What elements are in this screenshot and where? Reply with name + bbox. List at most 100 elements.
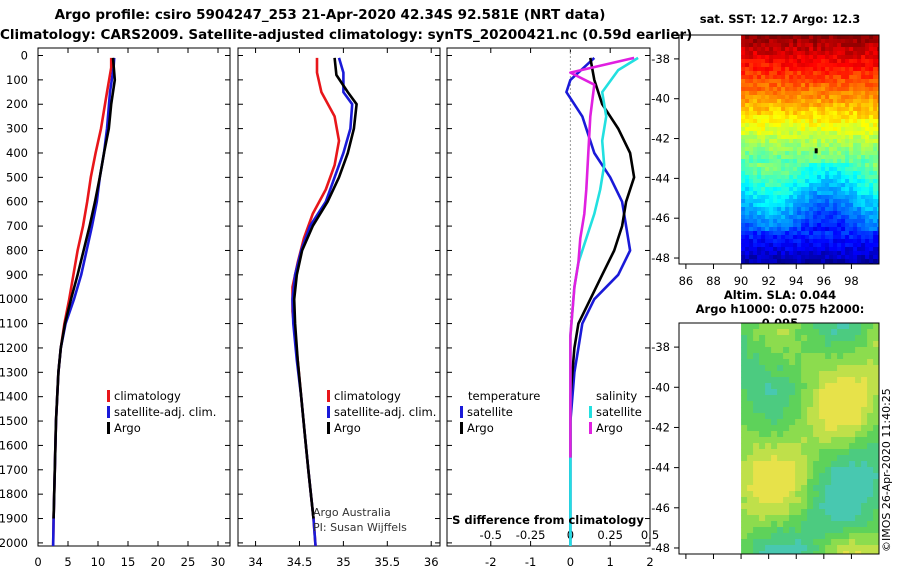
sla-cell (807, 503, 814, 510)
sst-cell (873, 135, 878, 140)
sla-cell (825, 473, 832, 480)
lat-tick-label: -38 (651, 52, 670, 66)
sst-cell (761, 55, 766, 60)
sst-cell (753, 51, 758, 56)
sst-cell (785, 155, 790, 160)
sst-cell (769, 235, 774, 240)
sla-cell (831, 527, 838, 534)
sla-cell (789, 527, 796, 534)
sst-cell (805, 195, 810, 200)
sst-cell (777, 183, 782, 188)
sst-cell (741, 107, 746, 112)
sst-cell (781, 155, 786, 160)
sla-cell (831, 413, 838, 420)
sst-cell (865, 91, 870, 96)
sst-cell (741, 187, 746, 192)
sla-cell (855, 401, 862, 408)
sla-cell (783, 467, 790, 474)
sla-cell (771, 545, 778, 552)
sst-cell (741, 171, 746, 176)
legend-swatch-argo (327, 422, 330, 434)
sst-cell (741, 219, 746, 224)
sst-cell (749, 211, 754, 216)
sst-cell (861, 99, 866, 104)
sst-cell (857, 51, 862, 56)
sst-cell (853, 111, 858, 116)
sst-cell (841, 35, 846, 40)
sst-cell (873, 203, 878, 208)
sst-cell (797, 259, 802, 264)
sla-cell (843, 443, 850, 450)
sla-cell (741, 365, 748, 372)
sst-cell (745, 139, 750, 144)
sst-cell (869, 243, 874, 248)
sst-cell (817, 35, 822, 40)
sla-cell (807, 527, 814, 534)
sst-cell (829, 83, 834, 88)
sst-cell (833, 151, 838, 156)
sla-cell (753, 485, 760, 492)
sla-cell (843, 419, 850, 426)
sst-cell (793, 35, 798, 40)
sla-cell (771, 443, 778, 450)
sla-cell (747, 329, 754, 336)
sst-cell (753, 235, 758, 240)
sst-cell (745, 103, 750, 108)
sst-cell (865, 163, 870, 168)
sst-cell (849, 71, 854, 76)
sst-cell (773, 103, 778, 108)
sst-cell (829, 207, 834, 212)
sla-cell (801, 377, 808, 384)
sst-cell (749, 39, 754, 44)
x-tick-label: 1 (607, 555, 614, 569)
sst-cell (809, 151, 814, 156)
sst-cell (865, 83, 870, 88)
sst-cell (817, 215, 822, 220)
sla-cell (807, 497, 814, 504)
sst-cell (765, 175, 770, 180)
sla-cell (813, 407, 820, 414)
sst-cell (741, 111, 746, 116)
sst-cell (789, 47, 794, 52)
sst-cell (781, 75, 786, 80)
sla-cell (819, 533, 826, 540)
sst-cell (813, 119, 818, 124)
sst-cell (833, 215, 838, 220)
sst-cell (869, 79, 874, 84)
sst-cell (833, 143, 838, 148)
sla-cell (783, 503, 790, 510)
sla-cell (831, 539, 838, 546)
sst-cell (761, 191, 766, 196)
x-tick-label: 5 (64, 555, 71, 569)
sst-cell (789, 143, 794, 148)
sst-cell (833, 247, 838, 252)
sst-cell (753, 159, 758, 164)
sst-cell (793, 79, 798, 84)
sst-cell (857, 75, 862, 80)
sla-cell (843, 407, 850, 414)
sla-cell (849, 377, 856, 384)
sla-cell (777, 485, 784, 492)
sst-cell (821, 43, 826, 48)
sla-cell (765, 419, 772, 426)
sst-cell (765, 211, 770, 216)
sst-cell (765, 143, 770, 148)
sla-cell (867, 359, 874, 366)
sla-cell (747, 527, 754, 534)
sst-cell (757, 95, 762, 100)
sla-cell (777, 539, 784, 546)
sst-cell (769, 147, 774, 152)
sla-cell (867, 539, 874, 546)
sst-cell (749, 91, 754, 96)
sst-cell (761, 259, 766, 264)
sla-cell (825, 545, 832, 552)
sst-cell (789, 175, 794, 180)
sst-cell (837, 255, 842, 260)
sst-cell (833, 251, 838, 256)
sst-cell (817, 159, 822, 164)
x-tick-label: 0 (34, 555, 41, 569)
sst-cell (849, 63, 854, 68)
sst-cell (805, 131, 810, 136)
sst-cell (825, 203, 830, 208)
sla-cell (873, 335, 879, 342)
